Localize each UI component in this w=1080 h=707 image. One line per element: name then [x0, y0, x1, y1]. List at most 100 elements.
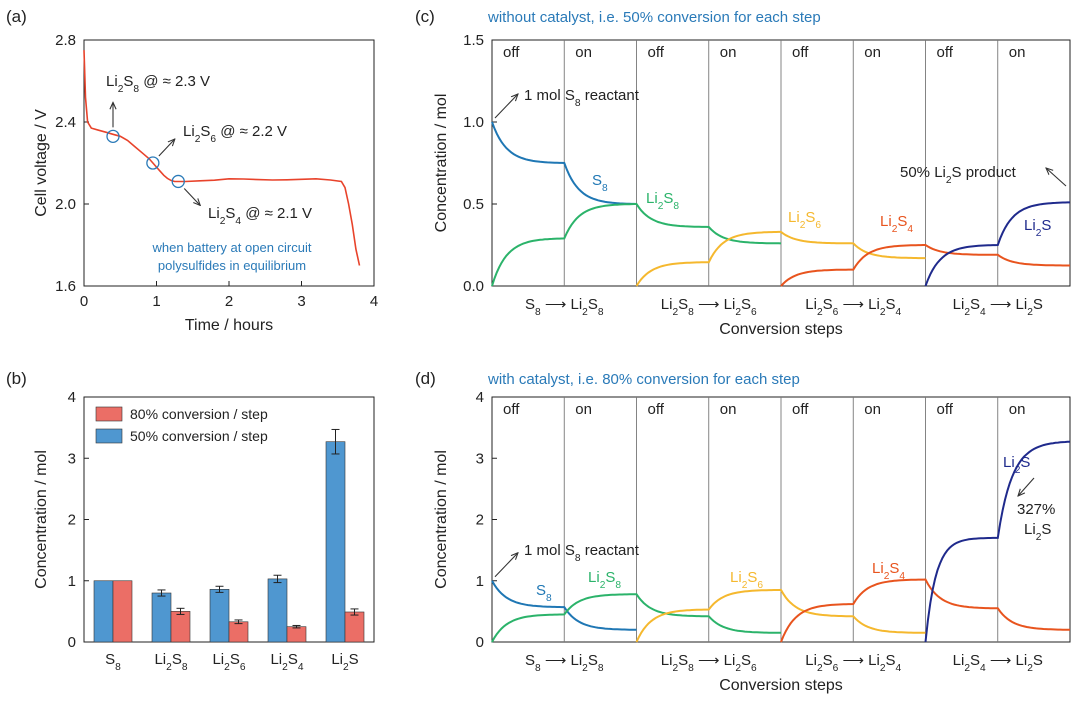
- step-label: Li2S4 ⟶ Li2S: [953, 652, 1043, 674]
- step-label: S8 ⟶ Li2S8: [525, 296, 604, 318]
- series-label: Li2S4: [872, 560, 905, 582]
- series-blue: [491, 580, 637, 631]
- phase-label: on: [575, 44, 592, 61]
- annotation-note: polysulfides in equilibrium: [158, 258, 306, 273]
- phase-label: on: [720, 44, 737, 61]
- phase-label: off: [792, 401, 809, 418]
- y-tick-label: 0: [68, 634, 76, 651]
- x-tick-label: 1: [152, 293, 160, 310]
- panel-label: (a): [6, 7, 27, 26]
- y-tick-label: 2.8: [55, 32, 76, 49]
- series-label: Li2S8: [646, 190, 679, 212]
- panel-label: (b): [6, 369, 27, 388]
- x-axis-label: Conversion steps: [719, 321, 843, 338]
- annotation-arrow: [494, 94, 518, 119]
- series-yellow: [635, 588, 926, 643]
- bar-50pct: [151, 592, 172, 643]
- phase-label: on: [864, 44, 881, 61]
- phase-label: off: [648, 44, 665, 61]
- step-label: S8 ⟶ Li2S8: [525, 652, 604, 674]
- y-tick-label: 4: [476, 389, 484, 406]
- annotation-arrow: [494, 553, 518, 578]
- panel-a: (a) 0 1 2 3 4 1.6 2.0 2.4 2.8 Time / hours Cell vol…: [6, 7, 378, 334]
- annotation-text: Li2S: [1024, 521, 1051, 543]
- step-label: Li2S4 ⟶ Li2S: [953, 296, 1043, 318]
- series-navy: [924, 440, 1071, 643]
- series-navy: [924, 201, 1070, 287]
- x-tick-label: 2: [225, 293, 233, 310]
- step-label: Li2S8 ⟶ Li2S6: [661, 652, 757, 674]
- marker-arrow: [158, 139, 175, 157]
- x-tick-label: 4: [370, 293, 378, 310]
- y-tick-label: 0.0: [463, 278, 484, 295]
- y-tick-label: 1: [68, 573, 76, 590]
- y-tick-label: 1.0: [463, 114, 484, 131]
- voltage-curve: [83, 50, 361, 266]
- annotation-arrow: [1018, 477, 1035, 496]
- phase-label: on: [1009, 44, 1026, 61]
- y-tick-label: 3: [476, 450, 484, 467]
- bar-80pct: [344, 611, 365, 643]
- series-orange: [780, 244, 1070, 287]
- y-tick-label: 2.0: [55, 196, 76, 213]
- phase-label: off: [503, 401, 520, 418]
- annotation-text: 327%: [1017, 501, 1055, 518]
- panel-b: (b) 0 1 2 3 4 Concentration / mol S8 Li2S8 Li2S6 L…: [6, 369, 375, 673]
- x-tick-label: 0: [80, 293, 88, 310]
- series-yellow: [635, 230, 926, 287]
- series-label: S8: [536, 582, 552, 604]
- x-tick-label: S8: [105, 651, 121, 673]
- plateau-marker: [171, 174, 185, 189]
- phase-label: off: [937, 44, 954, 61]
- x-tick-label: Li2S6: [212, 651, 245, 673]
- y-tick-label: 2.4: [55, 114, 76, 131]
- plateau-marker: [146, 156, 160, 170]
- y-axis-label: Concentration / mol: [33, 450, 50, 589]
- phase-label: on: [1009, 401, 1026, 418]
- x-axis-label: Conversion steps: [719, 677, 843, 694]
- phase-label: off: [937, 401, 954, 418]
- phase-label: off: [648, 401, 665, 418]
- panel-label: (c): [415, 7, 435, 26]
- x-tick-label: 3: [297, 293, 305, 310]
- y-axis-label: Cell voltage / V: [33, 109, 50, 217]
- y-tick-label: 0.5: [463, 196, 484, 213]
- phase-label: off: [792, 44, 809, 61]
- annotation-text: 1 mol S8 reactant: [524, 87, 640, 109]
- series-label: Li2S8: [588, 569, 621, 591]
- series-green: [491, 593, 781, 643]
- legend-swatch-50: [95, 428, 123, 444]
- annotation-text: 50% Li2S product: [900, 164, 1017, 186]
- marker-label: Li2S4 @ ≈ 2.1 V: [208, 205, 312, 227]
- bar-80pct: [112, 580, 133, 643]
- step-label: Li2S6 ⟶ Li2S4: [805, 296, 901, 318]
- y-tick-label: 1.6: [55, 278, 76, 295]
- panel-c: (c) without catalyst, i.e. 50% conversion…: [415, 7, 1071, 338]
- series-label: Li2S6: [730, 569, 763, 591]
- x-tick-label: Li2S: [331, 651, 358, 673]
- y-tick-label: 2: [476, 512, 484, 529]
- phase-label: on: [720, 401, 737, 418]
- bar-80pct: [228, 621, 249, 643]
- y-tick-label: 4: [68, 389, 76, 406]
- annotation-text: 1 mol S8 reactant: [524, 542, 640, 564]
- series-label: Li2S: [1003, 454, 1030, 476]
- legend-swatch-80: [95, 406, 123, 422]
- series-label: Li2S: [1024, 217, 1051, 239]
- y-axis-label: Concentration / mol: [433, 450, 450, 589]
- y-axis-label: Concentration / mol: [433, 94, 450, 233]
- phase-label: on: [575, 401, 592, 418]
- annotation-note: when battery at open circuit: [152, 240, 312, 255]
- bar-80pct: [286, 626, 307, 643]
- series-green: [491, 203, 782, 287]
- series-orange: [780, 578, 1071, 643]
- bar-50pct: [267, 578, 288, 643]
- panel-title: with catalyst, i.e. 80% conversion for e…: [487, 371, 800, 388]
- phase-label: off: [503, 44, 520, 61]
- series-label: Li2S4: [880, 213, 913, 235]
- marker-label: Li2S8 @ ≈ 2.3 V: [106, 73, 210, 95]
- x-tick-label: Li2S4: [270, 651, 303, 673]
- y-tick-label: 1.5: [463, 32, 484, 49]
- y-tick-label: 3: [68, 450, 76, 467]
